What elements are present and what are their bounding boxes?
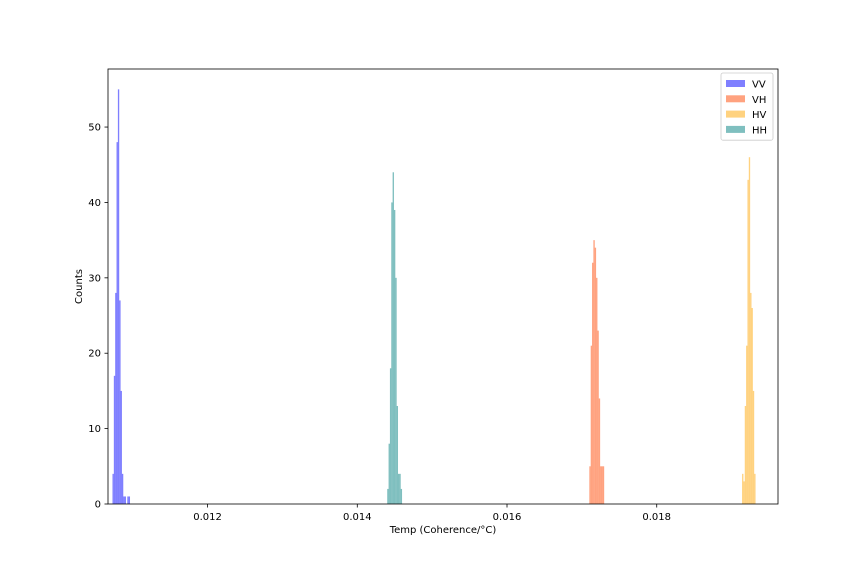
bar-vh-7 bbox=[598, 398, 601, 504]
bar-hh-6 bbox=[395, 277, 397, 504]
bar-vh-9 bbox=[601, 466, 603, 504]
y-tick-label: 40 bbox=[88, 198, 101, 209]
y-tick-label: 50 bbox=[88, 123, 101, 134]
x-tick-label: 0.018 bbox=[642, 512, 671, 523]
y-tick-label: 30 bbox=[88, 273, 101, 284]
bar-hv-4 bbox=[747, 179, 749, 504]
y-axis-ticks: 0 10 20 30 40 50 bbox=[88, 123, 108, 511]
bar-hh-0 bbox=[387, 488, 389, 504]
x-axis-ticks: 0.012 0.014 0.016 0.018 bbox=[193, 504, 671, 523]
legend-label-hh: HH bbox=[752, 125, 767, 136]
bar-vh-2 bbox=[592, 262, 594, 504]
y-tick-label: 20 bbox=[88, 349, 101, 360]
x-tick-label: 0.012 bbox=[193, 512, 222, 523]
bar-vv-9 bbox=[124, 496, 126, 504]
bar-vh-5 bbox=[596, 277, 598, 504]
bar-vh-3 bbox=[593, 240, 595, 504]
bar-hv-8 bbox=[752, 390, 755, 504]
x-tick-label: 0.014 bbox=[343, 512, 372, 523]
bar-vv-1 bbox=[113, 375, 116, 504]
legend-label-vv: VV bbox=[752, 80, 766, 91]
bar-vv-4 bbox=[117, 89, 120, 504]
bar-hv-5 bbox=[748, 157, 751, 504]
plot-area bbox=[108, 69, 778, 504]
bar-hh-2 bbox=[389, 368, 392, 504]
bar-vh-1 bbox=[590, 345, 593, 504]
bar-hv-1 bbox=[743, 481, 745, 504]
bar-vv-6 bbox=[120, 390, 122, 504]
series-vh-bars bbox=[589, 240, 605, 504]
plot-frame bbox=[107, 68, 779, 505]
series-hv-bars bbox=[742, 157, 756, 504]
legend: VV VH HV HH bbox=[720, 72, 774, 141]
bar-vv-7 bbox=[121, 473, 124, 504]
bar-hh-7 bbox=[396, 405, 399, 504]
bar-vv-12 bbox=[128, 496, 131, 504]
bar-hv-3 bbox=[746, 345, 748, 504]
bar-vv-5 bbox=[119, 300, 121, 504]
y-tick-label: 10 bbox=[88, 424, 101, 435]
bar-vh-4 bbox=[594, 247, 597, 504]
legend-swatch-hv bbox=[726, 110, 745, 118]
y-tick-label: 0 bbox=[95, 500, 101, 511]
x-tick-label: 0.016 bbox=[493, 512, 522, 523]
bar-hh-1 bbox=[388, 443, 390, 504]
bar-hv-0 bbox=[742, 473, 744, 504]
bar-hh-5 bbox=[393, 209, 396, 505]
legend-swatch-hh bbox=[726, 125, 745, 133]
bar-hh-8 bbox=[398, 473, 400, 504]
legend-swatch-vv bbox=[726, 80, 745, 87]
bar-hh-3 bbox=[391, 202, 393, 505]
bar-hv-9 bbox=[754, 473, 756, 504]
bar-vv-0 bbox=[112, 473, 114, 504]
series-vv-bars bbox=[112, 89, 131, 505]
bar-vh-8 bbox=[600, 466, 602, 504]
bar-vv-8 bbox=[123, 496, 125, 504]
bar-hv-7 bbox=[751, 307, 753, 504]
bar-vh-6 bbox=[597, 330, 599, 504]
legend-box bbox=[720, 72, 774, 141]
bar-vv-3 bbox=[116, 142, 118, 505]
bar-hv-6 bbox=[750, 292, 752, 504]
bar-hh-4 bbox=[392, 172, 394, 504]
bar-hh-10 bbox=[400, 488, 403, 504]
bar-vv-2 bbox=[115, 292, 117, 504]
bar-hv-2 bbox=[744, 405, 747, 504]
legend-label-hv: HV bbox=[752, 110, 767, 121]
legend-label-vh: VH bbox=[752, 95, 766, 106]
legend-swatch-vh bbox=[726, 95, 745, 103]
series-hh-bars bbox=[387, 172, 403, 505]
bar-vv-11 bbox=[127, 496, 129, 504]
bar-hh-9 bbox=[399, 473, 401, 504]
x-axis-label: Temp (Coherence/°C) bbox=[389, 525, 497, 536]
histogram-bars bbox=[112, 89, 756, 505]
y-axis-label: Counts bbox=[74, 269, 85, 304]
bar-vh-0 bbox=[589, 466, 591, 504]
bar-vh-10 bbox=[602, 466, 605, 504]
